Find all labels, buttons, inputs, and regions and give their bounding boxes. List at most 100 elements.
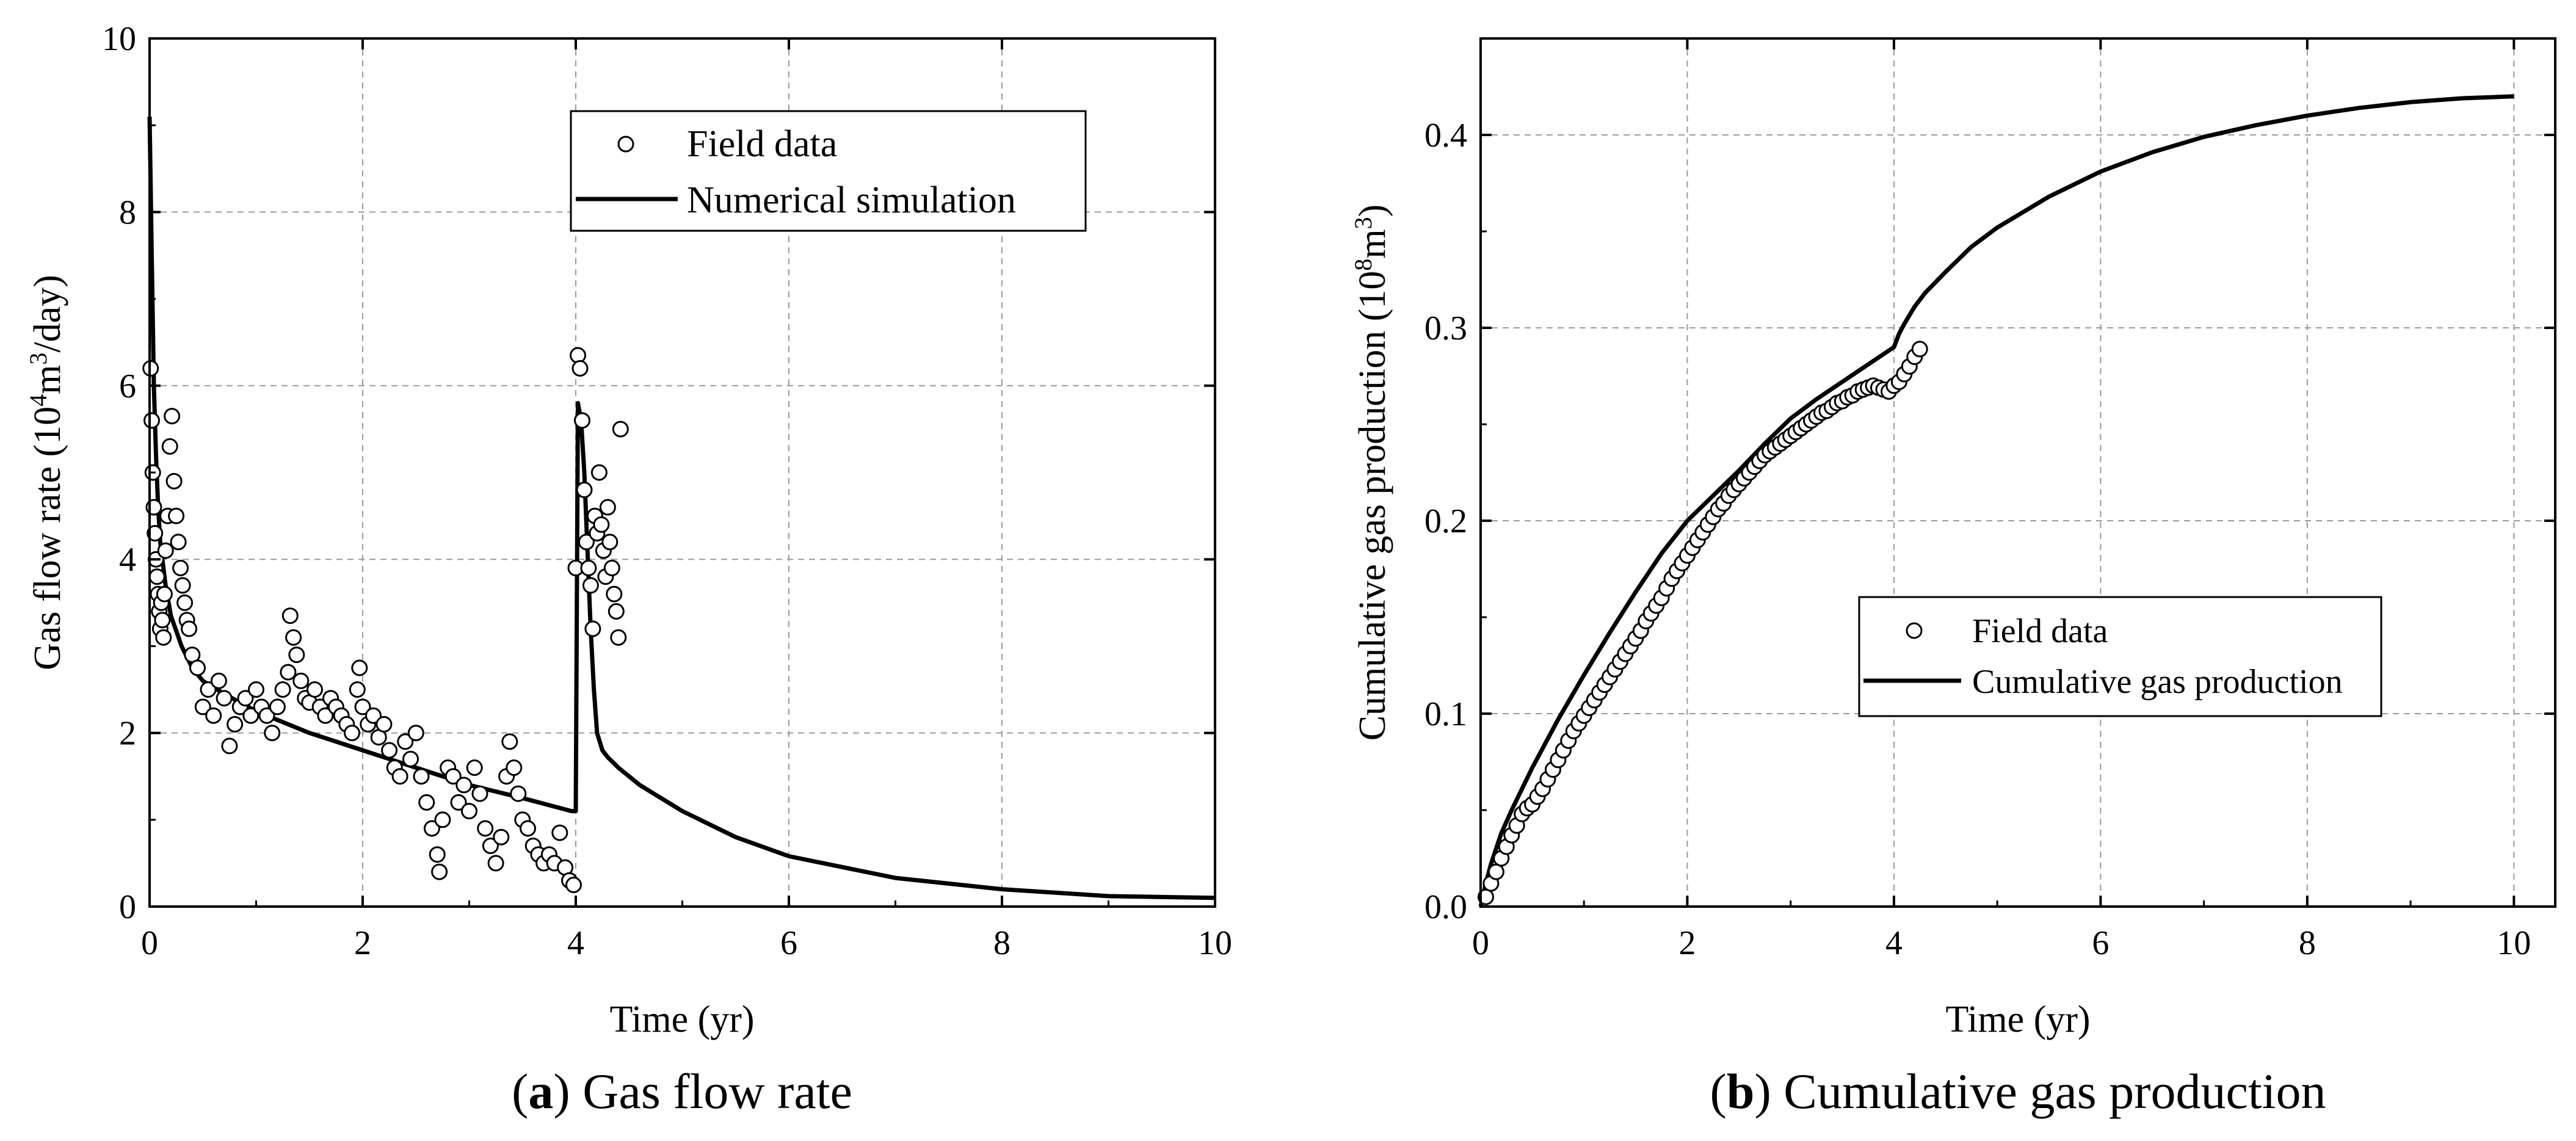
panel-b-y-tick-labels: 0.0 0.1 0.2 0.3 0.4 <box>1424 117 1467 926</box>
b-data-point <box>1487 863 1504 880</box>
a-data-point <box>349 681 366 698</box>
a-data-point <box>156 585 173 603</box>
a-data-point <box>603 559 620 576</box>
panel-b-legend-label-line: Cumulative gas production <box>1972 663 2343 701</box>
a-data-point <box>606 585 623 603</box>
a-data-point <box>471 785 488 802</box>
a-data-point <box>200 681 217 698</box>
panel-a-legend-marker-field-data <box>617 136 634 153</box>
b-x-tick-label: 0 <box>1472 924 1489 962</box>
b-y-tick-label: 0.4 <box>1424 117 1467 154</box>
panel-b-ticks <box>1479 38 2555 908</box>
a-data-point <box>590 464 608 481</box>
panel-a-legend-label-field-data: Field data <box>687 123 837 165</box>
panel-b-x-tick-labels: 0 2 4 6 8 10 <box>1472 924 2531 962</box>
a-y-tick-label: 6 <box>119 368 136 405</box>
a-y-tick-label: 0 <box>119 888 136 926</box>
b-x-tick-label: 4 <box>1885 924 1903 962</box>
b-y-tick-label: 0.1 <box>1424 695 1467 733</box>
panel-b-y-axis-title: Cumulative gas production (108m3) <box>1349 205 1394 741</box>
a-data-point <box>168 507 185 524</box>
a-data-point <box>580 559 597 576</box>
b-y-tick-label: 0.3 <box>1424 310 1467 347</box>
a-data-point <box>161 438 178 455</box>
a-data-point <box>482 838 499 854</box>
b-x-tick-label: 8 <box>2299 924 2316 962</box>
a-data-point <box>506 759 523 776</box>
a-x-tick-label: 10 <box>1198 924 1232 962</box>
a-data-point <box>402 750 419 767</box>
panel-a-x-tick-labels: 0 2 4 6 8 10 <box>141 924 1232 962</box>
a-data-point <box>242 707 259 724</box>
a-data-point <box>307 681 323 698</box>
a-data-point <box>258 707 275 724</box>
b-x-tick-label: 10 <box>2497 924 2531 962</box>
a-data-point <box>210 672 227 689</box>
a-data-point <box>571 360 589 377</box>
a-data-point <box>288 647 305 664</box>
a-data-point <box>510 785 527 802</box>
a-data-point <box>154 612 171 629</box>
a-data-point <box>477 820 494 837</box>
panel-b-legend-marker-field-data <box>1906 622 1923 639</box>
panel-a-y-tick-labels: 0 2 4 6 8 10 <box>102 20 136 926</box>
a-data-point <box>578 534 595 551</box>
panel-b-legend-box <box>1858 596 2382 717</box>
b-data-point <box>1911 341 1928 358</box>
a-data-point <box>354 698 371 715</box>
panel-b-frame <box>1479 37 2556 908</box>
panel-b-x-axis-title: Time (yr) <box>1945 999 2090 1040</box>
a-x-tick-label: 2 <box>354 924 371 962</box>
a-data-point <box>194 698 211 715</box>
a-data-point <box>584 620 601 637</box>
panel-a-caption: (a) Gas flow rate <box>512 1063 852 1119</box>
panel-a-chart: 0 2 4 6 8 10 0 2 4 6 8 10 Time (yr) Gas flow rate … <box>24 20 1233 1119</box>
a-data-point <box>418 794 435 811</box>
a-data-point <box>423 820 440 837</box>
a-data-point <box>429 846 446 863</box>
a-data-point <box>612 421 629 438</box>
a-data-point <box>216 690 233 707</box>
panel-b-series <box>1478 94 2514 907</box>
a-x-tick-label: 6 <box>780 924 797 962</box>
a-data-point <box>466 759 483 776</box>
a-data-point <box>147 525 164 542</box>
a-data-point <box>431 863 448 880</box>
a-data-point <box>221 737 238 755</box>
a-data-point <box>551 824 568 841</box>
a-data-point <box>181 620 198 637</box>
b-y-tick-label: 0.0 <box>1424 888 1467 926</box>
a-data-point <box>391 768 408 785</box>
a-data-point <box>413 768 430 785</box>
a-data-point <box>434 811 451 828</box>
panel-b-legend-label-field-data: Field data <box>1972 612 2108 650</box>
a-data-point <box>444 768 462 785</box>
a-x-tick-label: 8 <box>993 924 1010 962</box>
a-data-point <box>450 794 467 811</box>
a-data-point <box>155 629 172 646</box>
a-data-point <box>601 534 619 551</box>
panel-a-legend-label-simulation: Numerical simulation <box>687 179 1016 221</box>
a-data-point <box>381 742 398 759</box>
a-data-point <box>164 408 181 425</box>
a-data-point <box>292 672 310 689</box>
a-data-point <box>264 725 281 742</box>
a-data-point <box>281 607 299 625</box>
a-data-point <box>501 733 518 750</box>
a-y-tick-label: 10 <box>102 20 136 58</box>
a-data-point <box>344 725 360 742</box>
a-data-point <box>280 664 297 681</box>
a-data-point <box>170 534 187 551</box>
a-data-point <box>593 516 610 533</box>
a-data-point <box>376 715 393 733</box>
a-data-point <box>248 681 264 698</box>
a-data-point <box>189 659 206 676</box>
a-data-point <box>455 777 473 794</box>
panel-b-legend: Field data Cumulative gas production <box>1858 596 2382 717</box>
a-data-point <box>574 412 590 429</box>
a-data-point <box>237 690 254 707</box>
a-y-tick-label: 4 <box>119 541 136 579</box>
a-data-point <box>157 542 174 559</box>
a-data-point <box>493 828 510 846</box>
